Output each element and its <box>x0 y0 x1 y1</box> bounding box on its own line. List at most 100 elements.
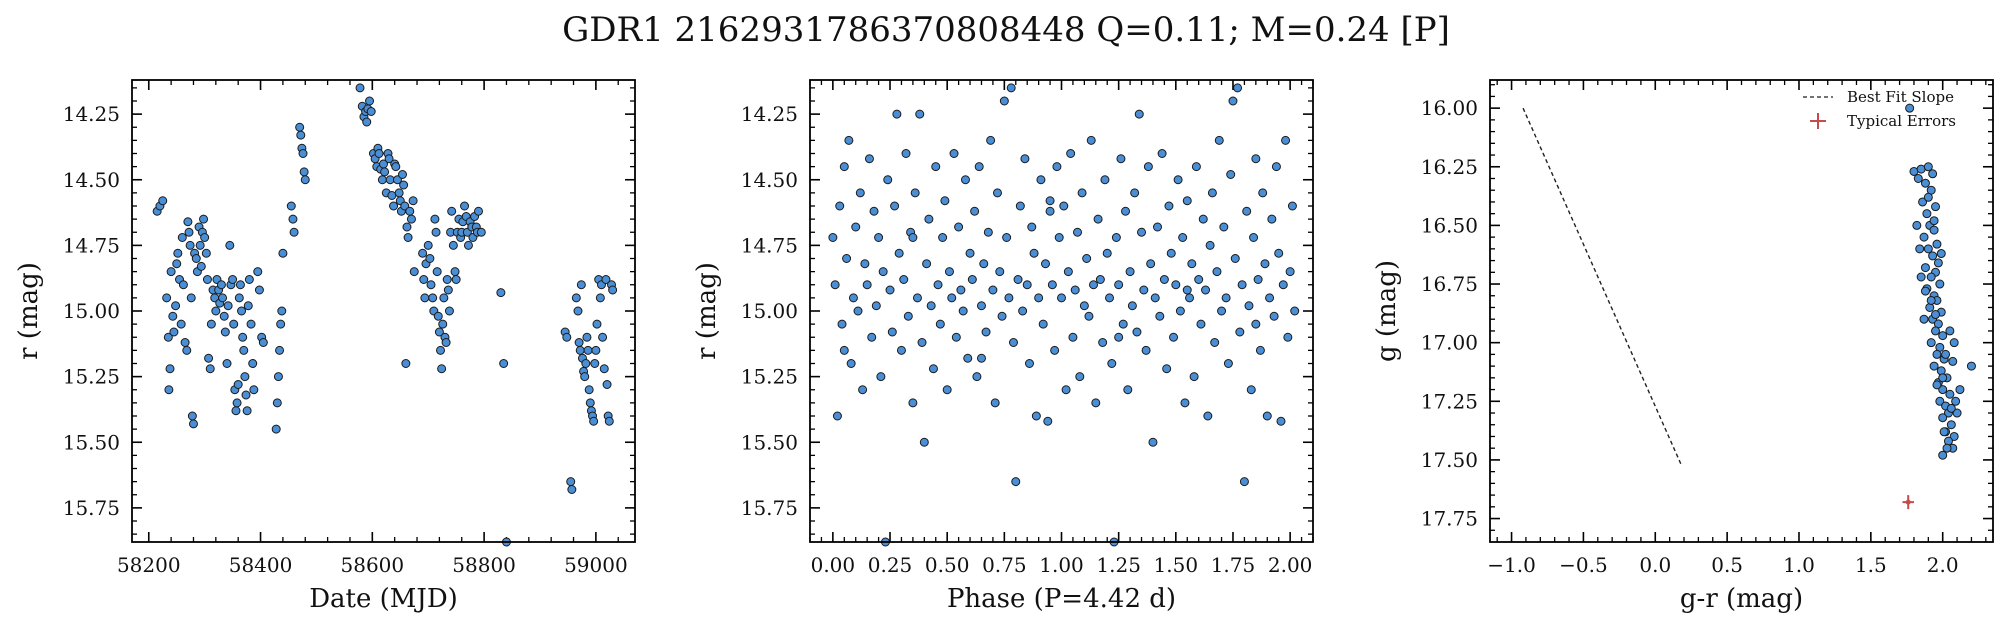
data-point <box>924 214 934 224</box>
x-tick-label: 0.0 <box>1639 553 1671 577</box>
data-point <box>951 332 961 342</box>
data-point <box>235 280 245 290</box>
data-point <box>995 267 1005 277</box>
y-tick-label: 17.25 <box>1421 389 1478 413</box>
data-point <box>844 135 854 145</box>
data-point <box>191 254 201 263</box>
data-point <box>199 214 209 224</box>
data-point <box>853 306 863 316</box>
data-point <box>380 167 390 177</box>
data-point <box>405 206 415 216</box>
x-tick-label: 1.00 <box>1039 553 1084 577</box>
data-point <box>1290 306 1300 316</box>
data-point <box>242 406 252 416</box>
data-point <box>942 385 952 395</box>
x-tick-label: 0.50 <box>925 553 970 577</box>
data-point <box>409 267 419 277</box>
data-point <box>476 227 486 237</box>
data-point <box>288 214 298 224</box>
y-tick-label: 15.50 <box>741 430 798 454</box>
data-point <box>940 196 950 206</box>
data-point <box>1054 233 1064 242</box>
data-point <box>1928 169 1938 179</box>
data-point <box>944 267 954 277</box>
data-point <box>243 301 253 311</box>
data-point <box>275 345 285 355</box>
x-axis-label: Phase (P=4.42 d) <box>947 584 1176 614</box>
data-point <box>1938 385 1948 395</box>
data-point <box>296 130 306 140</box>
axes-frame <box>1489 79 1994 543</box>
data-point <box>1255 345 1265 355</box>
data-point <box>1269 311 1279 321</box>
data-point <box>928 364 938 374</box>
data-point <box>229 319 239 329</box>
data-point <box>1923 192 1933 202</box>
data-point <box>384 154 394 164</box>
data-point <box>999 96 1009 106</box>
data-point <box>591 345 601 355</box>
data-point <box>1946 403 1956 413</box>
data-point <box>1187 259 1197 269</box>
data-point <box>448 240 458 250</box>
data-point <box>1239 477 1249 487</box>
data-point <box>1084 311 1094 321</box>
data-point <box>1194 275 1204 284</box>
data-point <box>1935 279 1945 289</box>
data-point <box>851 222 861 232</box>
data-point <box>1182 196 1192 206</box>
data-point <box>177 233 187 242</box>
data-point <box>1150 293 1160 303</box>
data-point <box>876 372 886 382</box>
data-point <box>922 259 932 269</box>
x-axis-label: Date (MJD) <box>309 584 458 614</box>
data-point <box>1047 280 1057 290</box>
data-point <box>204 353 214 363</box>
data-point <box>171 301 181 311</box>
data-point <box>576 280 586 290</box>
data-point <box>1251 154 1261 164</box>
data-point <box>233 380 243 389</box>
data-point <box>1155 311 1165 321</box>
x-tick-label: 58400 <box>229 553 293 577</box>
x-tick-label: 1.25 <box>1096 553 1141 577</box>
data-point <box>830 280 840 290</box>
data-point <box>496 288 506 298</box>
data-point <box>447 206 457 216</box>
best-fit-line <box>1522 107 1682 465</box>
data-point <box>1038 319 1048 329</box>
data-point <box>1214 135 1224 145</box>
data-point <box>874 233 884 242</box>
data-point <box>431 227 441 237</box>
data-point <box>231 406 241 416</box>
data-point <box>173 248 183 258</box>
data-point <box>228 275 238 284</box>
data-point <box>1217 306 1227 316</box>
data-point <box>273 372 283 382</box>
y-tick-label: 16.00 <box>1421 96 1478 120</box>
data-point <box>201 248 211 258</box>
data-point <box>1070 285 1080 295</box>
data-point <box>1153 222 1163 232</box>
data-point <box>1905 103 1915 113</box>
data-point <box>839 162 849 172</box>
data-point <box>599 364 609 374</box>
data-point <box>1916 272 1926 282</box>
data-point <box>398 170 408 179</box>
data-point <box>1073 227 1083 237</box>
x-tick-label: 1.0 <box>1783 553 1815 577</box>
data-point <box>1045 196 1055 206</box>
data-point <box>1121 206 1131 216</box>
data-point <box>910 188 920 198</box>
x-tick-label: 1.5 <box>1855 553 1887 577</box>
data-point <box>1059 201 1069 211</box>
x-tick-label: 58600 <box>341 553 405 577</box>
data-point <box>583 345 593 355</box>
data-point <box>862 280 872 290</box>
panel-1: 58200 58400 58600 58800 59000 14.25 14.50 14.75… <box>14 79 636 614</box>
data-point <box>1002 233 1012 242</box>
data-point <box>295 122 305 132</box>
data-point <box>403 233 413 242</box>
data-point <box>1926 338 1936 348</box>
data-point <box>1246 385 1256 395</box>
